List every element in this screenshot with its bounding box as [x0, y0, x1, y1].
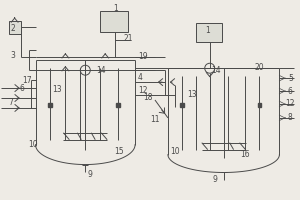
Bar	[100, 11, 128, 32]
Text: 14: 14	[96, 66, 106, 75]
Text: 10: 10	[170, 147, 180, 156]
Text: 5: 5	[288, 74, 293, 83]
Bar	[9, 21, 21, 34]
Text: 1: 1	[113, 4, 118, 13]
Text: 13: 13	[52, 85, 62, 94]
Circle shape	[80, 65, 90, 75]
Text: 14: 14	[211, 66, 220, 75]
Circle shape	[205, 63, 215, 73]
Bar	[257, 103, 262, 107]
Text: 9: 9	[212, 175, 217, 184]
Text: 7: 7	[8, 98, 13, 107]
Text: 19: 19	[138, 52, 148, 61]
Text: 4: 4	[138, 73, 142, 82]
Text: 15: 15	[114, 147, 124, 156]
Bar	[49, 103, 52, 107]
Text: 8: 8	[288, 113, 293, 122]
Text: 3: 3	[10, 51, 15, 60]
Text: 16: 16	[240, 150, 249, 159]
Text: 6: 6	[19, 84, 24, 93]
Text: 20: 20	[255, 63, 264, 72]
Text: 21: 21	[123, 34, 133, 43]
Text: 1: 1	[206, 26, 210, 35]
Text: 10: 10	[28, 140, 38, 149]
Bar	[196, 23, 222, 42]
Text: 13: 13	[187, 90, 196, 99]
Text: 9: 9	[88, 170, 93, 179]
Text: 12: 12	[286, 99, 295, 108]
Text: 6: 6	[288, 87, 293, 96]
Text: 2: 2	[10, 24, 15, 33]
Text: 11: 11	[150, 115, 160, 124]
Text: 12: 12	[138, 86, 148, 95]
Bar	[180, 103, 184, 107]
Text: 17: 17	[22, 76, 32, 85]
Bar	[116, 103, 120, 107]
Text: 18: 18	[143, 93, 153, 102]
